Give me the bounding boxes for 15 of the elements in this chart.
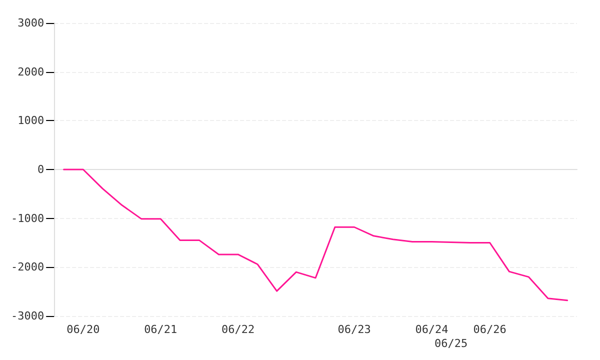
x-tick-label: 06/24 bbox=[415, 323, 449, 336]
x-tick-label: 06/21 bbox=[144, 323, 178, 336]
y-tick-label: 2000 bbox=[18, 65, 44, 78]
y-tick-label: -2000 bbox=[10, 260, 44, 274]
x-tick-label: 06/23 bbox=[338, 323, 371, 336]
y-tick-label: -1000 bbox=[10, 212, 44, 225]
y-tick-label: -3000 bbox=[10, 310, 44, 322]
y-tick-label: 3000 bbox=[18, 16, 44, 30]
x-tick-label: 06/20 bbox=[66, 323, 100, 336]
y-tick-label: 0 bbox=[37, 163, 44, 176]
x-tick-label: 06/25 bbox=[434, 337, 468, 350]
x-tick-label: 06/26 bbox=[473, 323, 506, 336]
line-series bbox=[63, 168, 568, 302]
y-tick-label: 1000 bbox=[18, 114, 44, 128]
x-tick-label: 06/22 bbox=[222, 323, 255, 336]
